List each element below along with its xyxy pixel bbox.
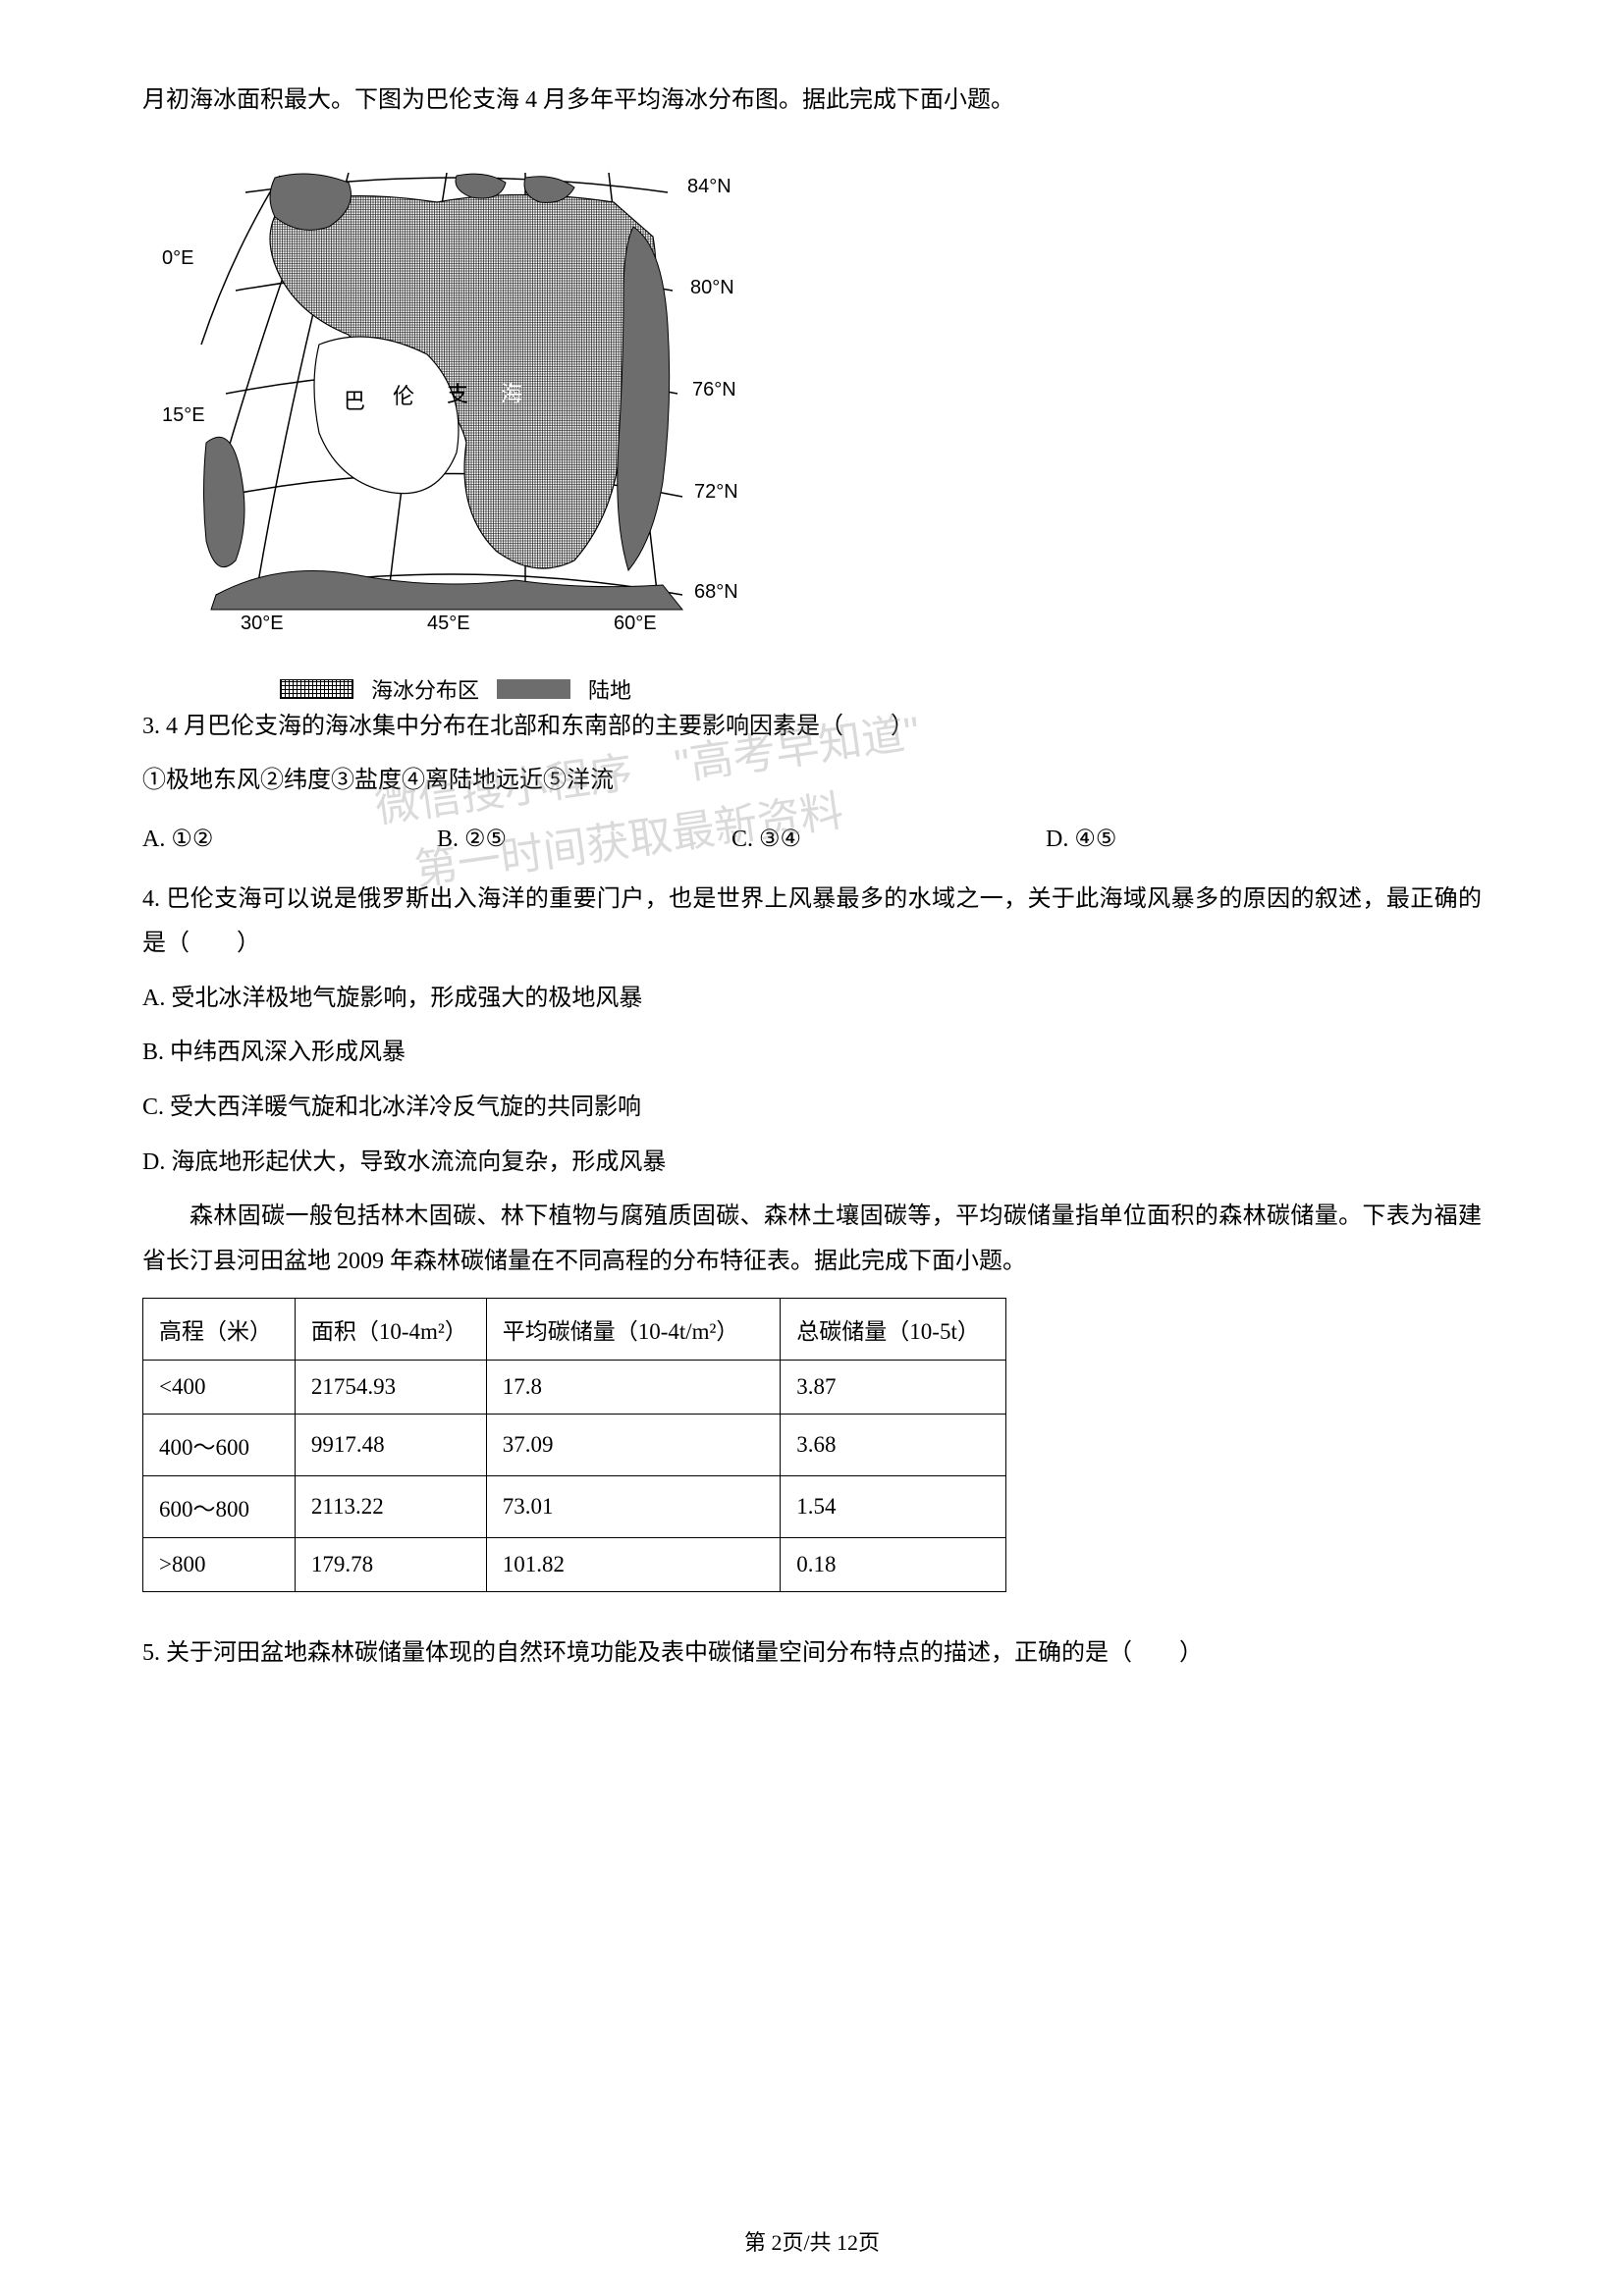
table-cell: 1.54 (781, 1476, 1006, 1538)
table-col-header: 平均碳储量（10-4t/m²） (486, 1299, 781, 1361)
lat-80: 80°N (690, 277, 734, 298)
passage-2: 森林固碳一般包括林木固碳、林下植物与腐殖质固碳、森林土壤固碳等，平均碳储量指单位… (142, 1195, 1482, 1284)
table-cell: 2113.22 (295, 1476, 486, 1538)
legend-ice-swatch (280, 679, 353, 699)
table-cell: 600～800 (143, 1476, 296, 1538)
table-cell: 0.18 (781, 1538, 1006, 1592)
q3-option-c: C. ③④ (731, 814, 1046, 866)
q3-option-a: A. ①② (142, 814, 437, 866)
q3-factors: ①极地东风②纬度③盐度④离陆地远近⑤洋流 (142, 759, 1482, 804)
q5-stem: 5. 关于河田盆地森林碳储量体现的自然环境功能及表中碳储量空间分布特点的描述，正… (142, 1631, 1482, 1677)
q4-option-c: C. 受大西洋暖气旋和北冰洋冷反气旋的共同影响 (142, 1086, 1482, 1131)
q4-option-a: A. 受北冰洋极地气旋影响，形成强大的极地风暴 (142, 977, 1482, 1022)
legend-ice-label: 海冰分布区 (371, 673, 479, 705)
table-cell: 3.68 (781, 1415, 1006, 1476)
table-cell: 3.87 (781, 1361, 1006, 1415)
lat-72: 72°N (694, 481, 738, 503)
map-legend: 海冰分布区 陆地 (280, 673, 1482, 705)
sea-label-3: 支 (447, 382, 468, 406)
table-cell: 101.82 (486, 1538, 781, 1592)
lon-30e: 30°E (241, 613, 284, 634)
sea-label-2: 伦 (393, 384, 414, 408)
carbon-storage-table: 高程（米） 面积（10-4m²） 平均碳储量（10-4t/m²） 总碳储量（10… (142, 1298, 1006, 1592)
page-footer: 第 2页/共 12页 (0, 2225, 1624, 2257)
table-cell: 400～600 (143, 1415, 296, 1476)
table-cell: 73.01 (486, 1476, 781, 1538)
table-cell: 17.8 (486, 1361, 781, 1415)
table-row: >800 179.78 101.82 0.18 (143, 1538, 1006, 1592)
map-figure: 巴 伦 支 海 84°N 80°N 76°N 72°N 68°N 0°E 15°… (162, 133, 781, 654)
table-col-header: 高程（米） (143, 1299, 296, 1361)
table-cell: >800 (143, 1538, 296, 1592)
table-row: <400 21754.93 17.8 3.87 (143, 1361, 1006, 1415)
table-cell: 9917.48 (295, 1415, 486, 1476)
table-col-header: 面积（10-4m²） (295, 1299, 486, 1361)
legend-land-label: 陆地 (588, 673, 631, 705)
legend-land-swatch (497, 679, 570, 699)
lon-60e: 60°E (614, 613, 657, 634)
intro-text: 月初海冰面积最大。下图为巴伦支海 4 月多年平均海冰分布图。据此完成下面小题。 (142, 79, 1482, 124)
table-cell: 21754.93 (295, 1361, 486, 1415)
sea-label-4: 海 (501, 382, 522, 406)
lat-84: 84°N (687, 176, 731, 197)
q3-stem: 3. 4 月巴伦支海的海冰集中分布在北部和东南部的主要影响因素是（ ） (142, 705, 1482, 750)
q3-options: A. ①② B. ②⑤ C. ③④ D. ④⑤ (142, 814, 1482, 866)
barents-sea-map: 巴 伦 支 海 84°N 80°N 76°N 72°N 68°N 0°E 15°… (162, 133, 781, 654)
q4-option-d: D. 海底地形起伏大，导致水流流向复杂，形成风暴 (142, 1141, 1482, 1186)
table-header-row: 高程（米） 面积（10-4m²） 平均碳储量（10-4t/m²） 总碳储量（10… (143, 1299, 1006, 1361)
table-cell: 179.78 (295, 1538, 486, 1592)
table-cell: 37.09 (486, 1415, 781, 1476)
q3-option-d: D. ④⑤ (1046, 814, 1482, 866)
q3-option-b: B. ②⑤ (437, 814, 731, 866)
q4-option-b: B. 中纬西风深入形成风暴 (142, 1031, 1482, 1076)
table-row: 600～800 2113.22 73.01 1.54 (143, 1476, 1006, 1538)
sea-label-1: 巴 (344, 389, 365, 413)
lat-76: 76°N (692, 379, 736, 400)
lon-0e: 0°E (162, 247, 193, 269)
lon-45e: 45°E (427, 613, 470, 634)
table-row: 400～600 9917.48 37.09 3.68 (143, 1415, 1006, 1476)
lat-68: 68°N (694, 581, 738, 603)
q4-stem: 4. 巴伦支海可以说是俄罗斯出入海洋的重要门户，也是世界上风暴最多的水域之一，关… (142, 878, 1482, 967)
table-cell: <400 (143, 1361, 296, 1415)
lon-15e: 15°E (162, 404, 205, 426)
table-col-header: 总碳储量（10-5t） (781, 1299, 1006, 1361)
